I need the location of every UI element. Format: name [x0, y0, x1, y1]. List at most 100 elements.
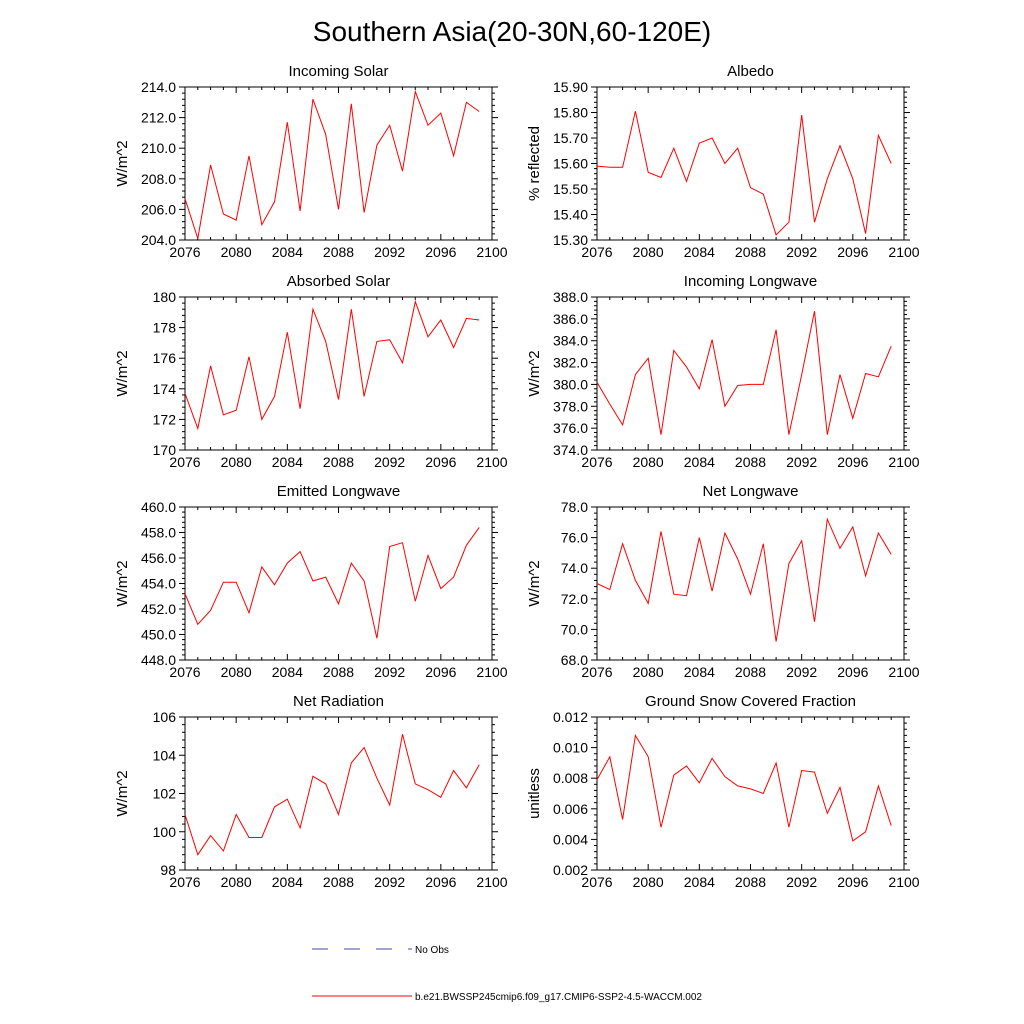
x-tick-label: 2076 [169, 874, 200, 890]
y-tick-label: 15.70 [553, 130, 588, 146]
y-tick-label: 0.006 [553, 801, 588, 817]
x-tick-label: 2100 [888, 244, 919, 260]
y-tick-label: 15.30 [553, 232, 588, 248]
x-tick-label: 2092 [374, 454, 405, 470]
panel-title: Incoming Solar [288, 63, 388, 80]
x-tick-label: 2084 [272, 454, 303, 470]
y-tick-label: 102 [153, 786, 177, 802]
x-tick-label: 2076 [581, 664, 612, 680]
x-tick-label: 2100 [476, 874, 507, 890]
y-tick-label: 452.0 [141, 601, 176, 617]
y-tick-label: 204.0 [141, 232, 176, 248]
x-tick-label: 2084 [272, 874, 303, 890]
series-line [596, 733, 892, 842]
y-tick-label: 206.0 [141, 201, 176, 217]
y-tick-label: 208.0 [141, 171, 176, 187]
chart-panel: Incoming Solar W/m^2 2076 2080 2084 2088 2092 2… [114, 63, 508, 260]
chart-panel: Albedo % reflected 2076 2080 2084 2088 2092 209… [526, 63, 920, 260]
y-tick-label: 454.0 [141, 576, 176, 592]
x-tick-label: 2100 [888, 664, 919, 680]
x-tick-label: 2080 [221, 664, 252, 680]
panel-title: Net Longwave [703, 483, 799, 500]
x-tick-label: 2084 [684, 244, 715, 260]
x-tick-label: 2080 [633, 454, 664, 470]
y-axis-label: W/m^2 [526, 560, 543, 606]
y-tick-label: 70.0 [561, 621, 588, 637]
x-tick-label: 2096 [837, 244, 868, 260]
plot-frame [596, 506, 905, 661]
y-tick-label: 98 [160, 862, 176, 878]
series-line [184, 734, 480, 856]
y-tick-label: 72.0 [561, 591, 588, 607]
x-tick-label: 2088 [735, 874, 766, 890]
x-tick-label: 2088 [323, 454, 354, 470]
plot-frame [184, 86, 493, 241]
plot-frame [184, 296, 493, 451]
x-tick-label: 2096 [837, 664, 868, 680]
y-tick-label: 212.0 [141, 110, 176, 126]
y-axis-label: W/m^2 [114, 350, 131, 396]
x-tick-label: 2088 [323, 874, 354, 890]
x-tick-label: 2100 [476, 664, 507, 680]
y-tick-label: 378.0 [553, 398, 588, 414]
x-tick-label: 2100 [476, 454, 507, 470]
chart-panel: Ground Snow Covered Fraction unitless 2076… [526, 693, 920, 890]
x-tick-label: 2080 [633, 874, 664, 890]
x-tick-label: 2084 [272, 244, 303, 260]
x-tick-label: 2080 [221, 454, 252, 470]
x-tick-label: 2092 [374, 664, 405, 680]
series-line [184, 299, 480, 431]
x-tick-label: 2080 [633, 244, 664, 260]
y-tick-label: 384.0 [553, 333, 588, 349]
x-tick-label: 2076 [169, 244, 200, 260]
x-tick-label: 2088 [735, 664, 766, 680]
x-tick-label: 2084 [272, 664, 303, 680]
panel-title: Absorbed Solar [287, 273, 390, 290]
y-tick-label: 78.0 [561, 499, 588, 515]
main-title: Southern Asia(20-30N,60-120E) [313, 16, 711, 47]
y-tick-label: 68.0 [561, 652, 588, 668]
x-tick-label: 2100 [476, 244, 507, 260]
y-tick-label: 15.90 [553, 79, 588, 95]
x-tick-label: 2096 [425, 244, 456, 260]
x-tick-label: 2096 [837, 454, 868, 470]
y-tick-label: 214.0 [141, 79, 176, 95]
chart-panel: Absorbed Solar W/m^2 2076 2080 2084 2088 2092 2… [114, 273, 508, 470]
x-tick-label: 2092 [786, 664, 817, 680]
x-tick-label: 2080 [221, 244, 252, 260]
series-line [184, 89, 480, 239]
y-tick-label: 0.008 [553, 770, 588, 786]
y-axis-label: % reflected [526, 126, 543, 201]
series-line [596, 311, 892, 435]
series-line [596, 111, 892, 236]
series-line [596, 517, 892, 642]
x-tick-label: 2088 [735, 244, 766, 260]
y-tick-label: 0.012 [553, 709, 588, 725]
y-tick-label: 106 [153, 709, 177, 725]
y-tick-label: 15.80 [553, 105, 588, 121]
y-tick-label: 376.0 [553, 420, 588, 436]
x-tick-label: 2076 [581, 874, 612, 890]
y-tick-label: 382.0 [553, 355, 588, 371]
x-tick-label: 2096 [425, 454, 456, 470]
chart-panel: Net Longwave W/m^2 2076 2080 2084 2088 2092 209… [526, 483, 920, 680]
chart-panel: Net Radiation W/m^2 2076 2080 2084 2088 2092 20… [114, 693, 508, 890]
x-tick-label: 2084 [684, 664, 715, 680]
y-tick-label: 374.0 [553, 442, 588, 458]
x-tick-label: 2096 [837, 874, 868, 890]
x-tick-label: 2092 [374, 244, 405, 260]
y-axis-label: unitless [526, 768, 543, 819]
x-tick-label: 2076 [169, 454, 200, 470]
plot-frame [596, 716, 905, 871]
x-tick-label: 2084 [684, 454, 715, 470]
chart-panel: Emitted Longwave W/m^2 2076 2080 2084 2088 209… [114, 483, 508, 680]
x-tick-label: 2088 [323, 664, 354, 680]
y-tick-label: 450.0 [141, 627, 176, 643]
y-axis-label: W/m^2 [114, 140, 131, 186]
y-tick-label: 0.004 [553, 831, 588, 847]
x-tick-label: 2096 [425, 874, 456, 890]
x-tick-label: 2100 [888, 454, 919, 470]
y-tick-label: 176 [153, 350, 177, 366]
y-tick-label: 74.0 [561, 560, 588, 576]
